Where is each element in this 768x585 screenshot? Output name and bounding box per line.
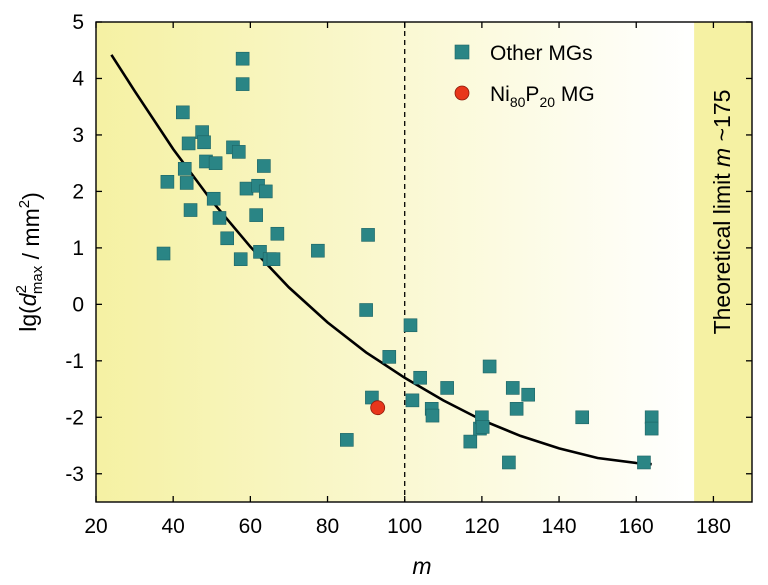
data-point-other-mg <box>270 226 285 241</box>
fit-curve <box>110 54 652 466</box>
data-point-other-mg <box>502 455 516 470</box>
x-tick-label: 100 <box>387 515 422 538</box>
legend: Other MGs Ni80P20 MG <box>454 42 595 110</box>
x-tick-label: 120 <box>464 515 499 538</box>
plot-background <box>96 22 752 502</box>
data-point-other-mg <box>405 393 420 408</box>
x-tick-label: 60 <box>239 515 262 538</box>
data-point-other-mg <box>220 231 234 246</box>
data-point-other-mg <box>197 135 211 150</box>
data-point-other-mg <box>249 208 263 222</box>
data-point-other-mg <box>179 176 194 190</box>
fit-curve-layer <box>110 54 652 466</box>
x-tick-label: 160 <box>619 515 654 538</box>
gradient-background <box>96 22 695 502</box>
data-point-other-mg <box>235 77 250 91</box>
x-axis-title: m <box>412 553 431 579</box>
y-tick-label: 4 <box>72 67 84 90</box>
data-point-other-mg <box>505 381 520 395</box>
data-point-other-mg <box>575 410 590 425</box>
data-point-other-mg <box>206 191 221 206</box>
y-axis-ticks: -3 -2 -1 0 1 2 3 4 5 <box>65 11 752 486</box>
data-point-other-mg <box>176 105 190 120</box>
legend-label-other-mgs: Other MGs <box>490 42 593 65</box>
x-tick-label: 180 <box>696 515 731 538</box>
y-tick-label: 0 <box>72 293 84 316</box>
y-tick-label: 1 <box>72 237 84 260</box>
y-tick-label: 5 <box>72 11 84 34</box>
legend-circle-marker <box>454 85 470 101</box>
plot-frame <box>95 21 753 503</box>
data-point-other-mg <box>361 228 375 242</box>
y-tick-label: 2 <box>72 180 84 203</box>
x-tick-label: 80 <box>316 515 339 538</box>
y-tick-label: -2 <box>65 406 84 429</box>
data-point-other-mg <box>440 381 454 395</box>
axes <box>95 21 753 503</box>
data-point-other-mg <box>482 359 497 374</box>
data-point-other-mg <box>359 303 373 317</box>
data-point-other-mg <box>413 370 427 385</box>
data-point-other-mg <box>208 156 223 170</box>
theoretical-limit-band <box>694 22 752 502</box>
data-point-other-mg <box>644 421 659 436</box>
data-point-other-mg <box>463 434 478 449</box>
data-point-other-mg <box>266 252 281 266</box>
data-point-other-mg <box>509 402 524 416</box>
data-point-other-mg <box>258 184 273 199</box>
data-point-other-mg <box>183 203 198 217</box>
data-point-other-mg <box>231 145 246 159</box>
x-axis-ticks: 20 40 60 80 100 120 140 160 180 <box>84 22 731 538</box>
data-points-layer <box>156 51 659 470</box>
data-point-other-mg <box>257 159 271 173</box>
data-point-ni80p20 <box>370 400 386 416</box>
y-tick-label: -3 <box>65 463 84 486</box>
legend-label-ni80p20: Ni80P20 MG <box>490 83 595 110</box>
data-point-other-mg <box>233 252 248 266</box>
data-point-other-mg <box>475 420 490 434</box>
x-tick-label: 140 <box>542 515 577 538</box>
y-tick-label: 3 <box>72 124 84 147</box>
data-point-other-mg <box>637 455 651 470</box>
data-point-other-mg <box>156 246 171 261</box>
y-axis-title: lg(d2max / mm2) <box>13 192 46 332</box>
data-point-other-mg <box>212 211 227 225</box>
y-tick-label: -1 <box>65 350 84 373</box>
data-point-other-mg <box>311 243 325 258</box>
data-point-other-mg <box>181 136 196 151</box>
data-point-other-mg <box>160 175 175 189</box>
data-point-other-mg <box>177 162 192 176</box>
data-point-other-mg <box>403 318 418 333</box>
legend-square-marker <box>454 44 470 60</box>
data-point-other-mg <box>521 387 535 402</box>
theoretical-limit-label: Theoretical limit m ~175 <box>709 90 735 335</box>
data-point-other-mg <box>340 433 354 447</box>
data-point-other-mg <box>235 51 250 66</box>
data-point-other-mg <box>425 408 440 423</box>
x-tick-label: 40 <box>161 515 184 538</box>
data-point-other-mg <box>382 350 397 364</box>
data-point-other-mg <box>239 181 254 196</box>
x-tick-label: 20 <box>84 515 107 538</box>
